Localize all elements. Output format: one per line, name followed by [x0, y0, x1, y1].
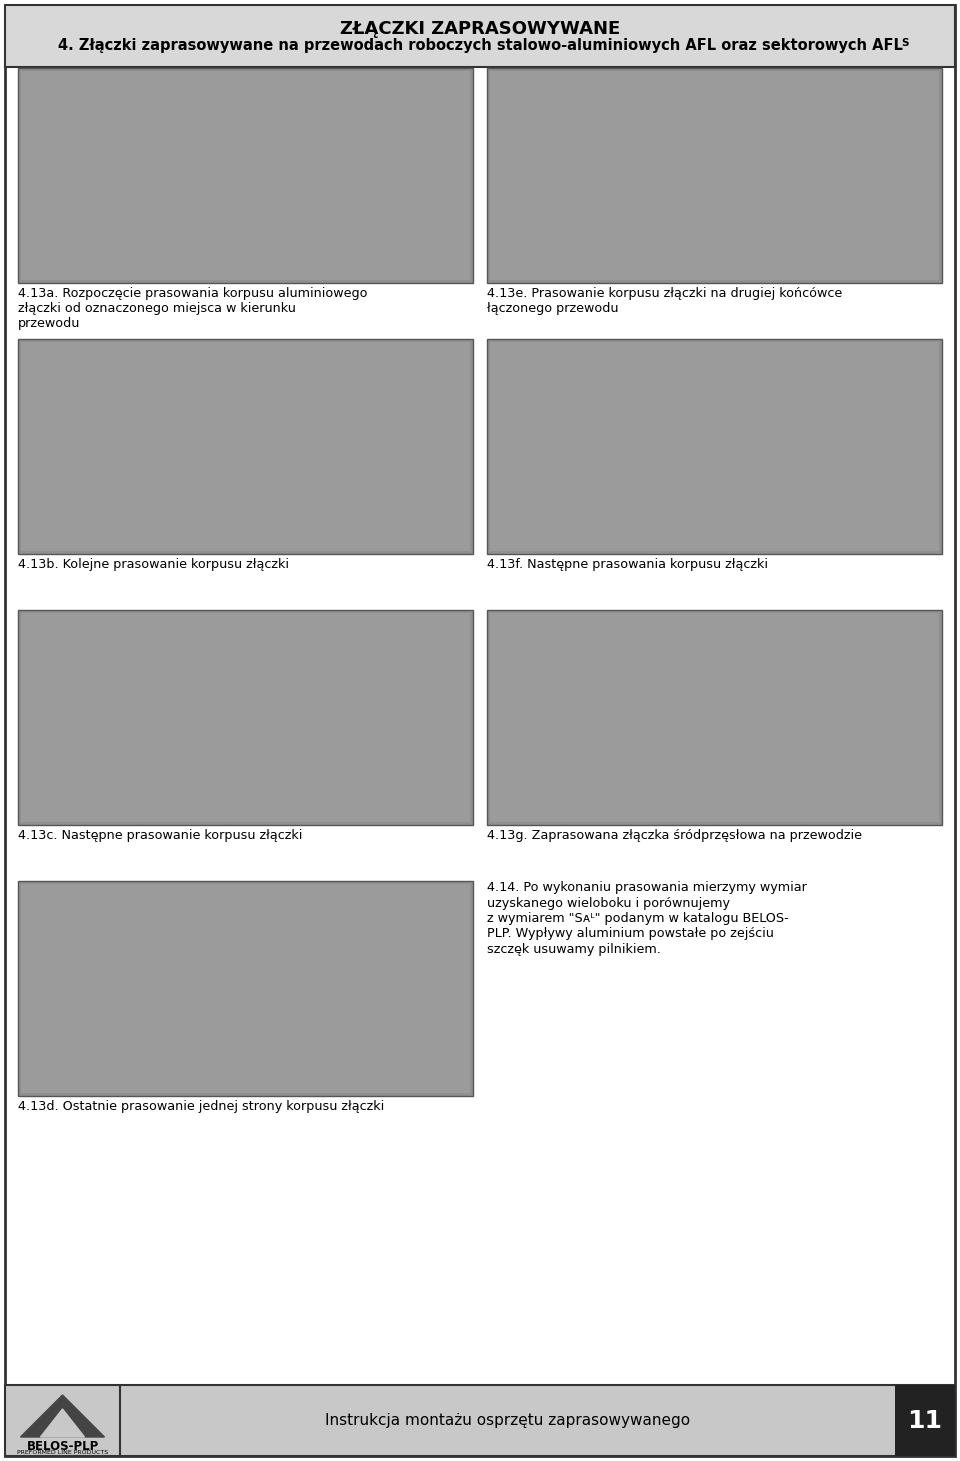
Text: Instrukcja montażu osprzętu zaprasowywanego: Instrukcja montażu osprzętu zaprasowywan…: [324, 1413, 690, 1427]
Text: 4.14. Po wykonaniu prasowania mierzymy wymiar: 4.14. Po wykonaniu prasowania mierzymy w…: [487, 881, 806, 894]
Text: ZŁĄCZKI ZAPRASOWYWANE: ZŁĄCZKI ZAPRASOWYWANE: [340, 20, 620, 38]
Text: 4.13c. Następne prasowanie korpusu złączki: 4.13c. Następne prasowanie korpusu złącz…: [18, 828, 302, 842]
Bar: [487, 339, 942, 554]
Bar: [21, 614, 470, 823]
Text: PLP. Wypływy aluminium powstałe po zejściu: PLP. Wypływy aluminium powstałe po zejśc…: [487, 928, 774, 941]
Polygon shape: [20, 1395, 105, 1438]
Bar: [5, 4, 955, 67]
Text: BELOS-PLP: BELOS-PLP: [26, 1441, 99, 1454]
Text: 11: 11: [907, 1408, 943, 1432]
Text: 4.13b. Kolejne prasowanie korpusu złączki: 4.13b. Kolejne prasowanie korpusu złączk…: [18, 558, 289, 571]
Bar: [18, 69, 473, 283]
Bar: [18, 339, 473, 554]
Bar: [21, 342, 470, 551]
Bar: [487, 69, 942, 283]
Bar: [18, 611, 473, 825]
Bar: [21, 72, 470, 281]
Text: z wymiarem "Sᴀᴸ" podanym w katalogu BELOS-: z wymiarem "Sᴀᴸ" podanym w katalogu BELO…: [487, 912, 789, 925]
Text: uzyskanego wieloboku i porównujemy: uzyskanego wieloboku i porównujemy: [487, 897, 730, 910]
Text: 4.13a. Rozpoczęcie prasowania korpusu aluminiowego
złączki od oznaczonego miejsc: 4.13a. Rozpoczęcie prasowania korpusu al…: [18, 286, 368, 330]
Text: 4.13e. Prasowanie korpusu złączki na drugiej końcówce
łączonego przewodu: 4.13e. Prasowanie korpusu złączki na dru…: [487, 286, 842, 316]
Text: PREFORMED LINE PRODUCTS: PREFORMED LINE PRODUCTS: [17, 1449, 108, 1455]
Bar: [490, 614, 939, 823]
Bar: [5, 1385, 955, 1457]
Text: 4. Złączki zaprasowywane na przewodach roboczych stalowo-aluminiowych AFL oraz s: 4. Złączki zaprasowywane na przewodach r…: [58, 38, 902, 53]
Polygon shape: [40, 1408, 84, 1438]
Text: szczęk usuwamy pilnikiem.: szczęk usuwamy pilnikiem.: [487, 942, 660, 955]
Bar: [895, 1385, 955, 1457]
Text: 4.13d. Ostatnie prasowanie jednej strony korpusu złączki: 4.13d. Ostatnie prasowanie jednej strony…: [18, 1100, 384, 1113]
Text: 4.13f. Następne prasowania korpusu złączki: 4.13f. Następne prasowania korpusu złącz…: [487, 558, 768, 571]
Bar: [21, 884, 470, 1093]
Bar: [490, 342, 939, 551]
Bar: [490, 72, 939, 281]
Text: 4.13g. Zaprasowana złączka śródprzęsłowa na przewodzie: 4.13g. Zaprasowana złączka śródprzęsłowa…: [487, 828, 862, 842]
Text: S: S: [901, 38, 909, 48]
Bar: [18, 881, 473, 1096]
Bar: [487, 611, 942, 825]
